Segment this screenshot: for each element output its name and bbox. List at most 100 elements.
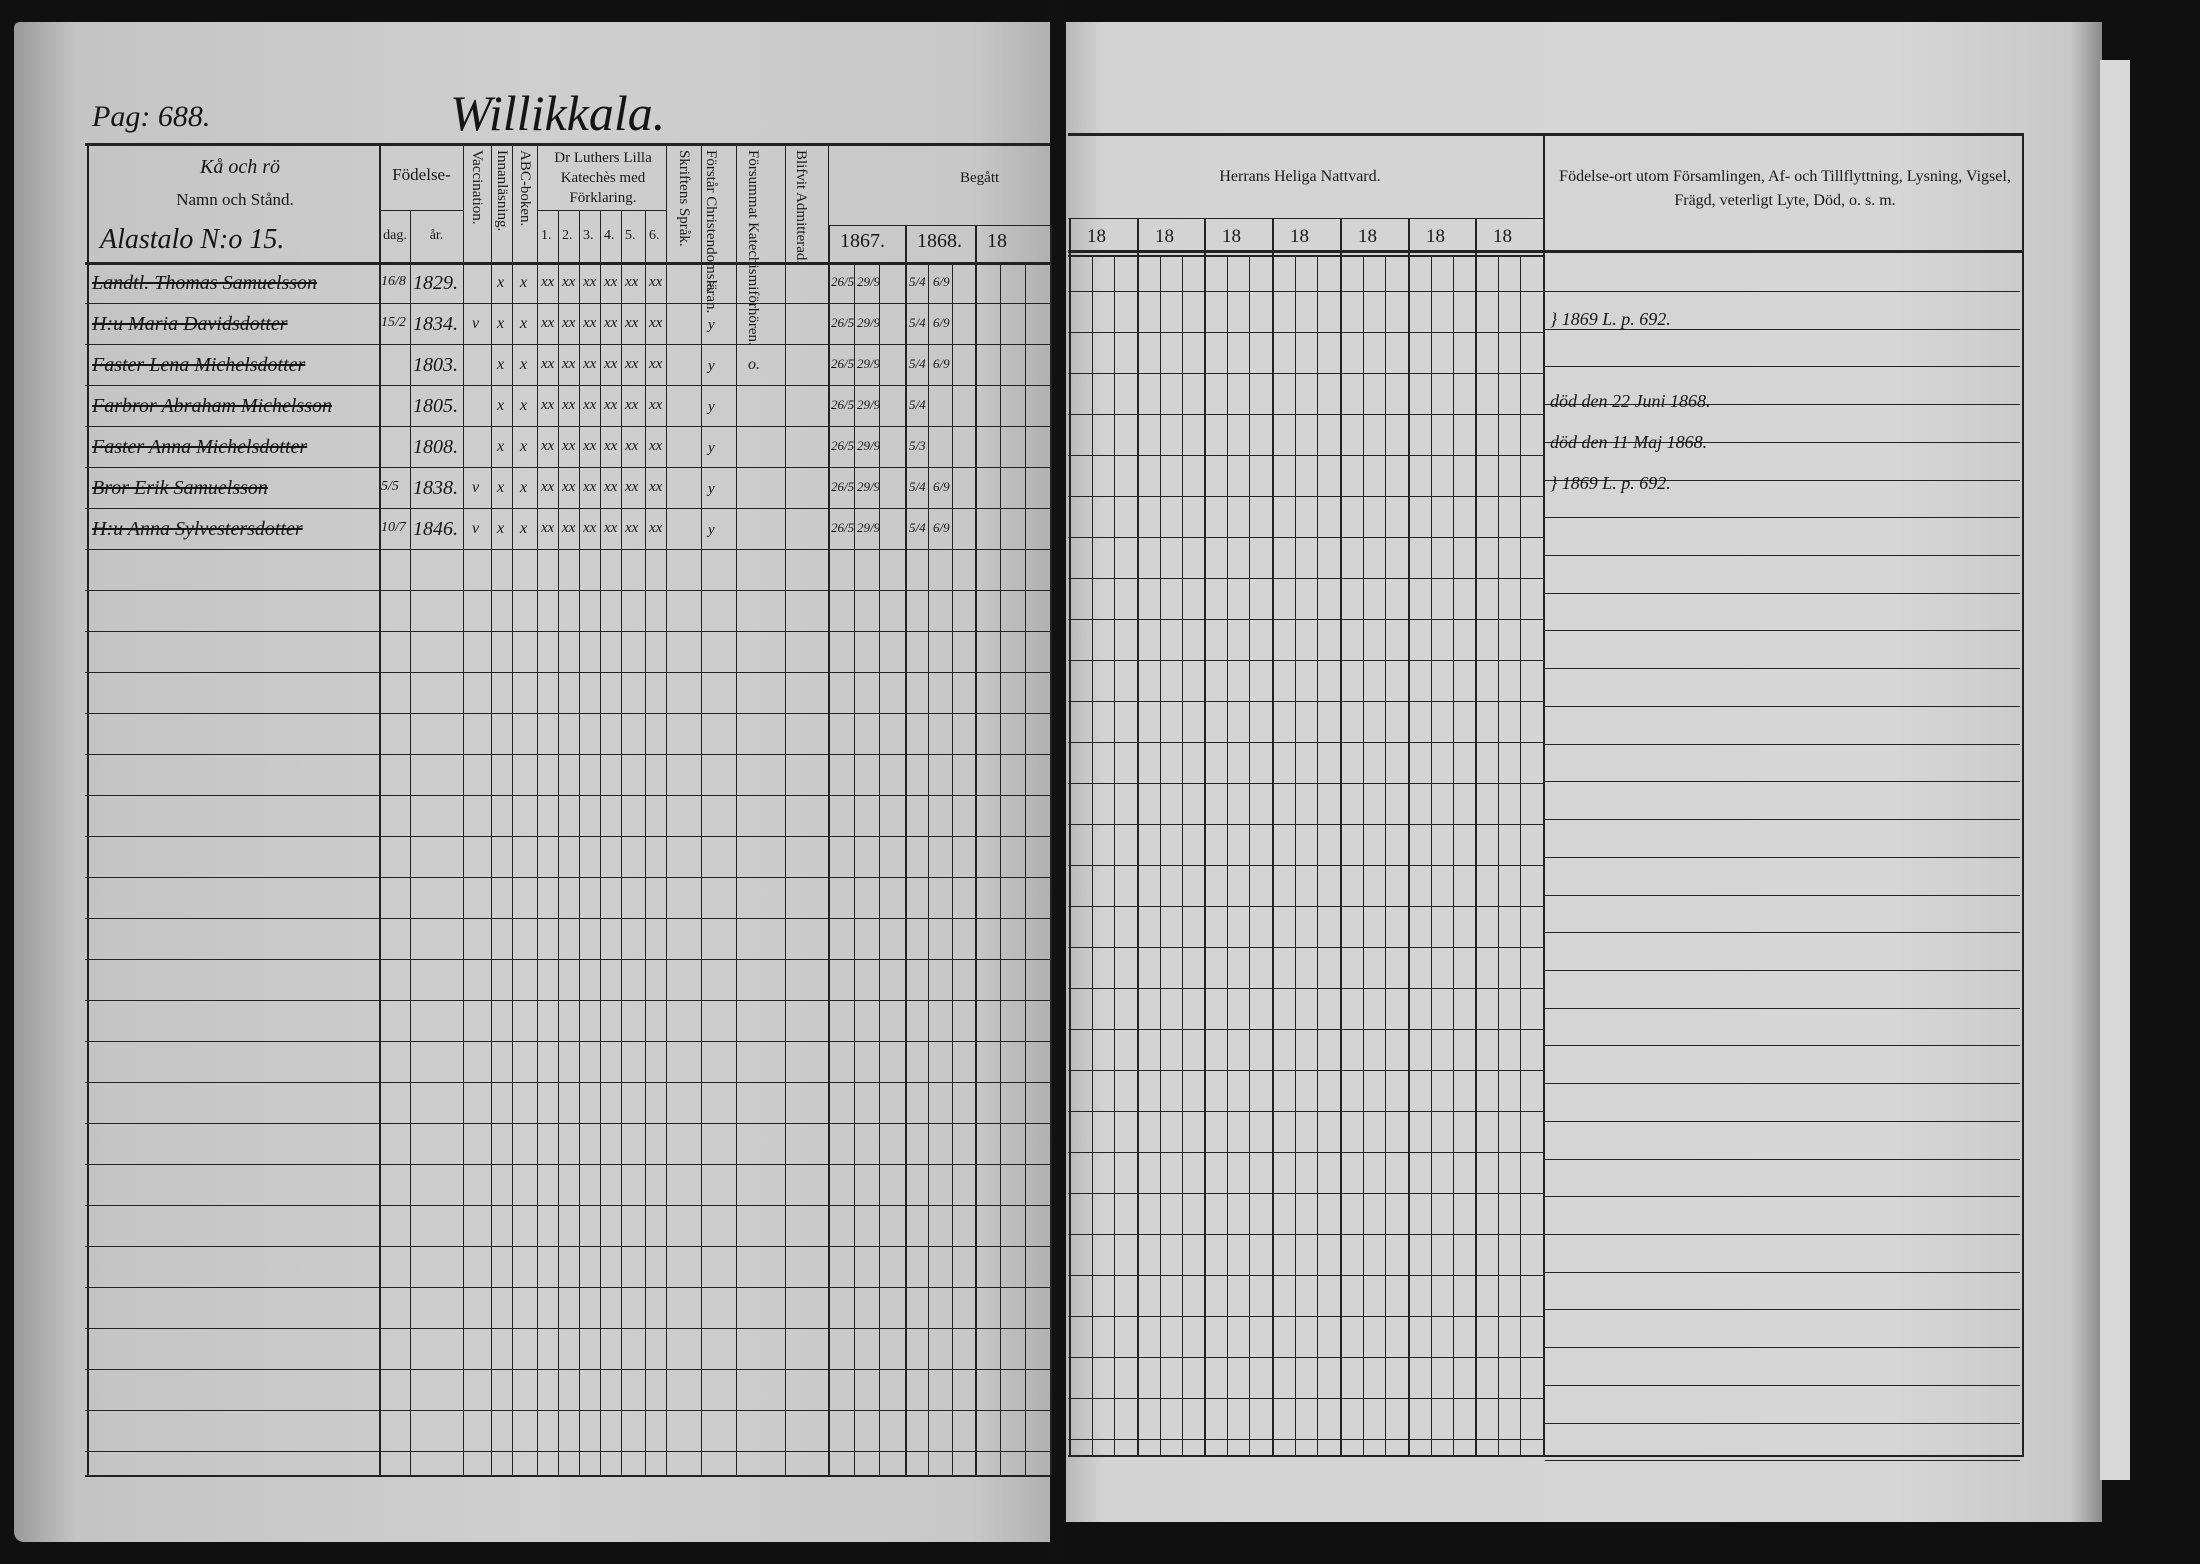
column-line: [785, 143, 786, 1475]
column-line: [600, 210, 601, 1475]
rule-line: [85, 672, 1050, 673]
catechism-mark: xx: [625, 274, 639, 290]
abc-mark: x: [520, 479, 528, 496]
catechism-mark: xx: [604, 520, 618, 536]
abc-mark: x: [520, 438, 528, 455]
person-name: Landtl. Thomas Samuelsson: [92, 272, 318, 294]
day-header: dag.: [383, 228, 407, 243]
birth-year: 1808.: [413, 436, 458, 458]
rule-line: [85, 508, 1050, 509]
catechism-part-label: 6.: [649, 228, 660, 243]
column-line: [1204, 218, 1206, 1455]
begatt-year-label: 18: [987, 230, 1007, 252]
column-line: [1385, 255, 1386, 1455]
communion-date: 5/3: [909, 438, 926, 453]
catechism-mark: xx: [562, 479, 576, 495]
rule-line: [1545, 517, 2020, 518]
catechism-mark: xx: [604, 479, 618, 495]
rule-line: [85, 344, 1050, 345]
rule-line: [85, 1082, 1050, 1083]
catechism-mark: xx: [604, 315, 618, 331]
begatt-year-label: 1868.: [917, 230, 962, 252]
column-line: [1272, 218, 1274, 1455]
rule-line: [1068, 1111, 1543, 1112]
rule-line: [85, 1041, 1050, 1042]
catechism-mark: xx: [625, 397, 639, 413]
column-line: [1498, 255, 1499, 1455]
vaccination-header: Vaccination.: [469, 150, 485, 225]
rule-line: [1545, 1196, 2020, 1197]
catechism-mark: xx: [541, 520, 555, 536]
rule-line: [85, 631, 1050, 632]
catechism-part-label: 4.: [604, 228, 615, 243]
column-line: [975, 225, 977, 1475]
communion-date: 5/4: [909, 520, 926, 535]
rule-line: [1545, 819, 2020, 820]
vaccination-mark: v: [472, 520, 480, 537]
vaccination-mark: v: [472, 479, 480, 496]
column-line: [463, 143, 464, 1475]
column-line: [1543, 133, 1545, 1455]
rule-line: [1068, 455, 1543, 456]
column-line: [1295, 255, 1296, 1455]
page-edge: [2100, 60, 2130, 1480]
birth-year: 1838.: [413, 477, 458, 499]
rule-line: [1068, 291, 1543, 292]
rule-line: [85, 143, 1050, 146]
column-line: [736, 143, 737, 1475]
farm-name: Alastalo N:o 15.: [100, 224, 285, 255]
rule-line: [1545, 1423, 2020, 1424]
rule-line: [1545, 480, 2020, 481]
communion-year-label: 18: [1358, 226, 1377, 247]
communion-date: 29/9: [857, 315, 881, 330]
scripture-mark: y: [708, 276, 715, 292]
column-line: [1475, 218, 1477, 1455]
rule-line: [1068, 1070, 1543, 1071]
communion-year-label: 18: [1426, 226, 1445, 247]
catechism-part-label: 3.: [583, 228, 594, 243]
rule-line: [1545, 593, 2020, 594]
catechism-mark: xx: [625, 479, 639, 495]
rule-line: [85, 467, 1050, 468]
catechism-mark: xx: [541, 356, 555, 372]
reading-mark: x: [497, 274, 505, 291]
communion-date: 29/9: [857, 479, 881, 494]
rule-line: [85, 959, 1050, 960]
rule-line: [1068, 1029, 1543, 1030]
scripture-mark: y: [708, 317, 715, 333]
communion-date: 5/4: [909, 274, 926, 289]
abc-mark: x: [520, 520, 528, 537]
remark-entry: död den 11 Maj 1868.: [1550, 432, 1708, 452]
catechism-mark: xx: [562, 274, 576, 290]
column-line: [645, 210, 646, 1475]
catechism-part-label: 5.: [625, 228, 636, 243]
rule-line: [1068, 1398, 1543, 1399]
rule-line: [1068, 1455, 2024, 1457]
rule-line: [85, 1328, 1050, 1329]
rule-line: [1545, 781, 2020, 782]
rule-line: [380, 210, 463, 211]
rule-line: [1068, 578, 1543, 579]
rule-line: [1068, 250, 2024, 253]
communion-date: 26/5: [831, 397, 855, 412]
rule-line: [85, 590, 1050, 591]
rule-line: [1068, 332, 1543, 333]
rule-line: [85, 549, 1050, 550]
communion-date: 29/9: [857, 397, 881, 412]
catechism-mark: xx: [649, 438, 663, 454]
birth-day: 16/8: [381, 274, 406, 289]
communion-year-label: 18: [1290, 226, 1309, 247]
rule-line: [1068, 1439, 1543, 1440]
column-line: [1317, 255, 1318, 1455]
catechism-mark: xx: [562, 438, 576, 454]
rule-line: [1545, 744, 2020, 745]
remark-entry: död den 22 Juni 1868.: [1550, 391, 1711, 411]
catechism-mark: xx: [625, 356, 639, 372]
birth-year: 1805.: [413, 395, 458, 417]
rule-line: [1545, 555, 2020, 556]
abc-mark: x: [520, 274, 528, 291]
rule-line: [1068, 824, 1543, 825]
rule-line: [85, 1410, 1050, 1411]
column-line: [1092, 255, 1093, 1455]
rule-line: [1068, 414, 1543, 415]
